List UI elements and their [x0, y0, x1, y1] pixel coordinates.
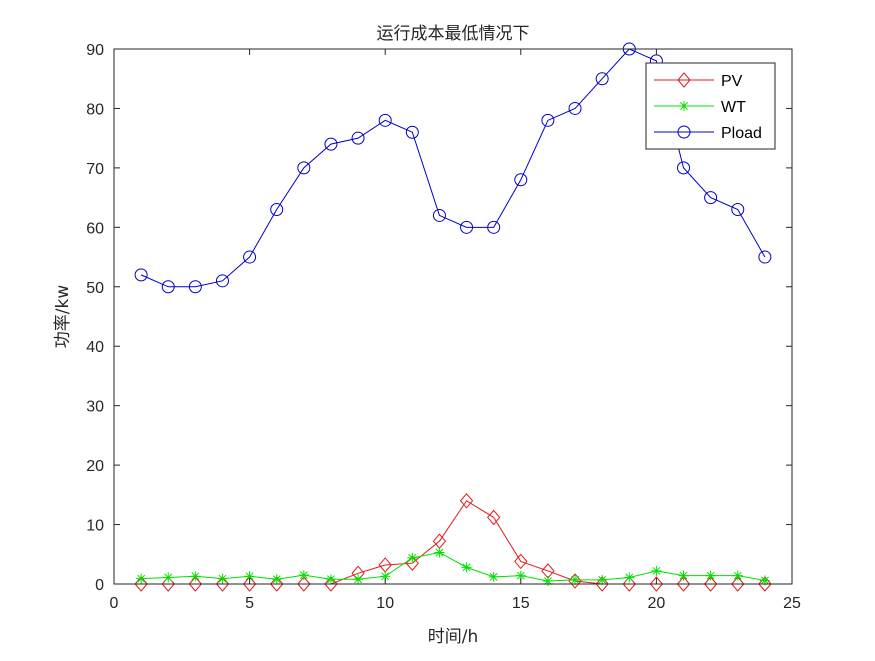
data-point-pv: [297, 576, 311, 592]
data-point-wt: [542, 576, 553, 587]
data-point-pv: [215, 576, 230, 592]
data-point-wt: [136, 573, 147, 584]
x-axis-label: 时间/h: [428, 627, 479, 647]
axes-box: [113, 48, 793, 585]
x-tick-label: 20: [648, 595, 666, 612]
data-point-pv: [731, 576, 745, 592]
y-tick-label: 40: [86, 339, 104, 356]
data-point-wt: [407, 552, 418, 563]
data-point-pload: [758, 250, 772, 264]
data-point-wt: [651, 565, 662, 576]
chart-title: 运行成本最低情况下: [377, 24, 530, 44]
data-point-wt: [244, 571, 255, 582]
data-point-pv: [188, 576, 203, 592]
data-point-pload: [351, 131, 365, 145]
data-point-wt: [624, 572, 635, 583]
data-point-wt: [488, 571, 499, 582]
data-point-pv: [459, 493, 474, 509]
data-point-pv: [622, 576, 636, 592]
axes-layer: 0 5 10 15 20 25 0 10 20 30 40 50 60 70 80 90: [86, 42, 801, 612]
series-pload: [134, 42, 772, 294]
data-point-pv: [242, 576, 257, 592]
data-point-pv: [676, 576, 691, 592]
data-point-wt: [163, 572, 174, 583]
data-point-pload: [134, 268, 148, 282]
x-tick-label: 5: [245, 595, 254, 612]
data-point-wt: [434, 547, 445, 558]
legend-marker-wt: [679, 101, 689, 111]
y-tick-label: 0: [95, 577, 104, 594]
y-tick-label: 10: [86, 518, 104, 535]
legend-label-pload: Pload: [721, 125, 762, 142]
x-tick-label: 10: [376, 595, 394, 612]
data-point-pv: [758, 576, 772, 592]
y-tick-label: 30: [86, 399, 104, 416]
data-point-pload: [595, 72, 609, 86]
data-point-wt: [597, 574, 608, 585]
data-point-pv: [568, 573, 582, 589]
data-point-pv: [514, 553, 528, 570]
y-tick-label: 70: [86, 161, 104, 178]
data-point-pv: [649, 576, 664, 592]
data-point-pload: [432, 208, 446, 222]
data-point-pload: [297, 161, 311, 175]
data-point-pv: [161, 576, 175, 592]
data-point-wt: [678, 570, 689, 581]
y-axis-label: 功率/kw: [53, 285, 73, 349]
data-point-pload: [541, 113, 555, 127]
data-point-pload: [731, 203, 745, 216]
data-point-pv: [487, 509, 501, 526]
y-tick-label: 50: [86, 280, 104, 297]
legend-label-wt: WT: [721, 99, 746, 116]
data-point-pload: [161, 280, 175, 294]
data-point-pload: [460, 220, 474, 234]
legend-marker-pload: [677, 125, 691, 139]
data-point-pload: [704, 191, 718, 205]
data-point-wt: [705, 570, 716, 581]
data-point-pv: [324, 576, 338, 592]
legend-marker-pv: [677, 72, 691, 88]
data-point-pv: [703, 576, 718, 592]
data-point-pload: [487, 220, 501, 234]
legend: PV WT Pload: [645, 62, 776, 150]
data-point-pload: [568, 101, 582, 115]
y-tick-label: 20: [86, 458, 104, 475]
data-point-wt: [325, 574, 336, 585]
data-point-wt: [271, 574, 282, 585]
legend-item-wt: WT: [654, 99, 746, 116]
data-point-pload: [324, 137, 338, 151]
data-point-pv: [134, 576, 148, 592]
data-point-wt: [217, 573, 228, 584]
data-point-pload: [677, 161, 691, 175]
data-point-pv: [270, 576, 284, 592]
data-point-pload: [270, 203, 284, 216]
data-point-pload: [243, 250, 257, 264]
data-point-pload: [215, 274, 229, 288]
x-tick-label: 0: [110, 595, 119, 612]
y-tick-label: 80: [86, 101, 104, 118]
data-point-wt: [461, 562, 472, 573]
data-point-wt: [190, 571, 201, 582]
legend-label-pv: PV: [721, 73, 743, 90]
legend-item-pload: Pload: [654, 125, 762, 142]
data-point-pv: [595, 576, 609, 592]
data-point-pload: [378, 113, 392, 127]
data-point-wt: [298, 570, 309, 581]
data-point-pload: [188, 280, 202, 294]
x-tick-label: 15: [512, 595, 530, 612]
data-point-wt: [570, 574, 581, 585]
data-point-wt: [732, 570, 743, 581]
series-wt: [136, 547, 770, 587]
data-point-wt: [353, 574, 364, 585]
data-point-pload: [405, 125, 419, 139]
y-tick-label: 90: [86, 42, 104, 59]
legend-item-pv: PV: [654, 72, 743, 90]
x-tick-label: 25: [783, 595, 801, 612]
data-point-pload: [514, 173, 528, 187]
y-tick-label: 60: [86, 220, 104, 237]
